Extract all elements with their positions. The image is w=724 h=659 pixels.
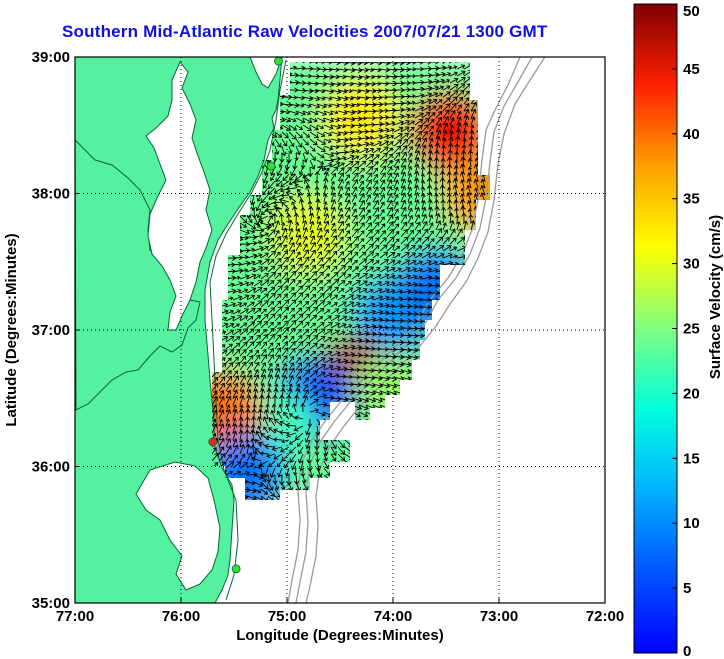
colorbar-tick-label: 15 [683,450,700,467]
barrier-islands [209,59,287,601]
colorbar-tick-label: 35 [683,191,700,208]
colorbar [633,3,678,654]
pamlico-sound [135,461,221,591]
colorbar-label: Surface Velocity (cm/s) [707,215,724,379]
x-tick-label: 73:00 [480,608,518,625]
station-mid [266,161,276,171]
station-south [208,437,218,447]
x-tick-label: 74:00 [374,608,412,625]
station-hatteras [231,564,241,574]
delaware-bay [249,57,283,89]
colorbar-tick-label: 30 [683,256,700,273]
lat-lon-grid [75,57,605,603]
station-north [274,57,283,66]
chart-title: Southern Mid-Atlantic Raw Velocities 200… [62,22,548,41]
colorbar-tick-label: 10 [683,515,700,532]
x-tick-label: 76:00 [162,608,200,625]
x-tick-label: 77:00 [56,608,94,625]
x-tick-label: 72:00 [586,608,624,625]
y-tick-label: 39:00 [32,49,70,66]
x-axis-label: Longitude (Degrees:Minutes) [236,627,444,644]
land-mainland [75,57,283,603]
y-tick-label: 38:00 [32,186,70,203]
y-tick-label: 37:00 [32,322,70,339]
colorbar-tick-label: 20 [683,385,700,402]
colorbar-tick-label: 45 [683,61,700,78]
y-axis-label: Latitude (Degrees:Minutes) [3,233,20,426]
colorbar-tick-label: 40 [683,126,700,143]
speed-region-3 [268,194,349,275]
colorbar-tick-label: 25 [683,321,700,338]
y-tick-label: 35:00 [32,595,70,612]
colorbar-tick-label: 5 [683,580,691,597]
colorbar-tick-label: 0 [683,643,691,659]
colorbar-tick-label: 50 [683,3,700,20]
x-tick-label: 75:00 [268,608,306,625]
y-tick-label: 36:00 [32,459,70,476]
